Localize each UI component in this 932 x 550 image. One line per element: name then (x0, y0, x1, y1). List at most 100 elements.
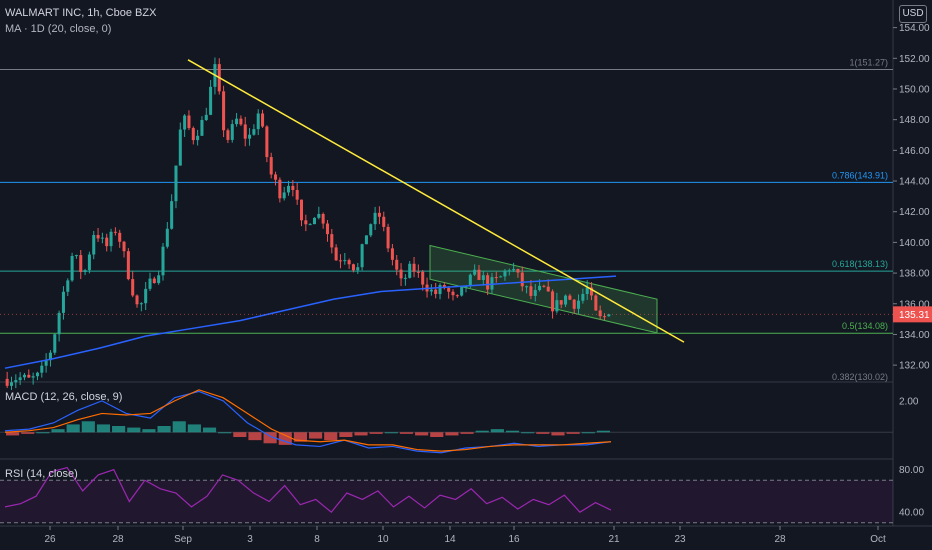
macd-histogram-bar (596, 430, 610, 433)
candle-body (386, 226, 390, 249)
candle-body (304, 220, 308, 225)
candle-body (325, 223, 329, 235)
macd-line (4, 390, 612, 454)
candle-body (226, 130, 230, 140)
macd-histogram-bar (36, 432, 50, 434)
candle-body (520, 272, 524, 287)
candle-body (412, 263, 416, 272)
macd-histogram-bar (460, 432, 474, 434)
y-tick-label: 138.00 (899, 269, 930, 280)
y-tick-label: 132.00 (899, 361, 930, 372)
macd-histogram-bar (172, 421, 186, 433)
candle-body (170, 201, 174, 229)
macd-histogram-bar (248, 432, 262, 441)
candle-body (79, 255, 83, 273)
candle-body (299, 199, 304, 221)
candle-body (61, 291, 65, 313)
candle-body (525, 286, 529, 288)
candle-body (486, 275, 490, 290)
macd-histogram-bar (218, 432, 232, 434)
candle-body (343, 260, 347, 262)
rsi-legend[interactable]: RSI (14, close) (5, 468, 78, 480)
macd-histogram-bar (233, 432, 247, 437)
candle-body (100, 237, 104, 239)
candle-body (209, 86, 213, 115)
candle-body (460, 287, 464, 296)
candle-body (494, 277, 498, 279)
candle-body (347, 260, 351, 265)
fib-label: 0.5(134.08) (842, 321, 888, 331)
candle-body (598, 310, 602, 317)
macd-histogram-bar (490, 429, 504, 433)
ma-legend[interactable]: MA · 1D (20, close, 0) (5, 23, 112, 35)
macd-histogram-bar (96, 424, 111, 433)
rsi-tick-label: 40.00 (899, 508, 924, 519)
candle-body (447, 288, 451, 292)
y-tick-label: 146.00 (899, 146, 930, 157)
x-tick-label: 23 (674, 534, 686, 545)
candle-body (265, 126, 269, 158)
x-tick-label: 14 (444, 534, 456, 545)
candle-body (174, 165, 178, 202)
macd-histogram-bar (475, 430, 489, 433)
macd-histogram-bar (324, 432, 338, 441)
candle-body (546, 286, 550, 292)
candle-body (416, 271, 420, 273)
candle-body (568, 295, 572, 300)
candle-body (35, 372, 39, 377)
candle-body (490, 277, 494, 290)
candle-body (481, 275, 485, 280)
candle-body (256, 113, 260, 130)
candle-body (248, 134, 252, 139)
candle-body (585, 287, 589, 295)
candle-body (144, 288, 148, 304)
ma-line (4, 275, 617, 369)
macd-tick-label: 2.00 (899, 396, 919, 407)
candle-body (429, 289, 433, 292)
candle-body (564, 295, 568, 305)
x-tick-label: 8 (314, 534, 320, 545)
symbol-title[interactable]: WALMART INC, 1h, Cboe BZX (5, 7, 157, 19)
x-tick-label: 26 (44, 534, 56, 545)
candle-body (477, 269, 481, 280)
candle-body (48, 352, 52, 361)
candle-body (451, 291, 455, 296)
candle-body (295, 190, 299, 200)
currency-button[interactable]: USD (899, 5, 927, 23)
candle-body (602, 316, 607, 318)
y-tick-label: 136.00 (899, 299, 930, 310)
candle-body (66, 280, 70, 292)
rsi-band (0, 480, 893, 523)
candle-body (507, 270, 511, 272)
candle-body (157, 275, 161, 284)
candle-body (408, 263, 412, 278)
macd-histogram-bar (309, 432, 323, 439)
candle-body (252, 129, 256, 135)
candle-body (109, 231, 113, 247)
y-tick-label: 148.00 (899, 115, 930, 126)
candle-body (395, 259, 399, 270)
candle-body (187, 115, 191, 129)
candle-body (291, 185, 295, 191)
x-tick-label: 28 (112, 534, 124, 545)
candle-body (74, 255, 78, 257)
candle-body (131, 279, 135, 296)
candle-body (152, 278, 156, 284)
candle-body (512, 269, 516, 271)
candle-body (274, 174, 278, 180)
candle-body (572, 299, 576, 309)
fib-label: 0.786(143.91) (832, 170, 888, 180)
macd-histogram-bar (384, 432, 398, 434)
macd-histogram-bar (415, 432, 429, 436)
candle-body (261, 113, 265, 127)
x-tick-label: 10 (377, 534, 389, 545)
macd-histogram-bar (536, 432, 550, 434)
candle-body (351, 264, 355, 271)
candle-body (529, 286, 533, 296)
candle-body (70, 255, 74, 281)
candle-body (239, 118, 243, 125)
candle-body (57, 312, 61, 335)
macd-legend[interactable]: MACD (12, 26, close, 9) (5, 391, 123, 403)
candle-body (317, 214, 321, 218)
